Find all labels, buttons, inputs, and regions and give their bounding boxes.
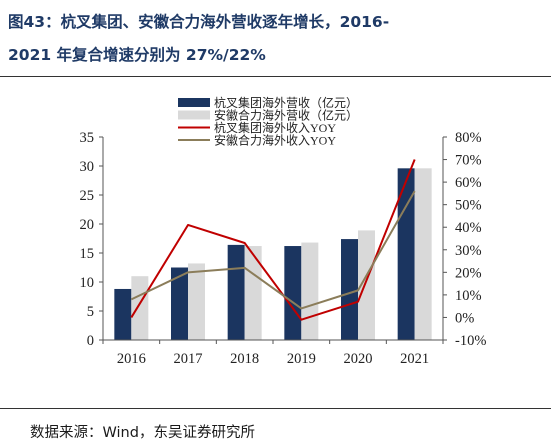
right-tick-label: 30%	[455, 243, 482, 259]
right-tick-label: 10%	[455, 288, 482, 304]
legend-label-1: 杭叉集团海外营收（亿元）	[214, 95, 358, 110]
legend-label-4: 安徽合力海外收入YOY	[214, 133, 336, 148]
right-tick-label: 0%	[455, 310, 474, 326]
right-tick-label: -10%	[455, 333, 486, 349]
bottom-divider	[0, 408, 551, 409]
bar-s1-2019	[284, 246, 302, 340]
legend-label-2: 安徽合力海外营收（亿元）	[214, 108, 358, 123]
line-series-2	[130, 190, 416, 310]
figure-title-line-1: 图43：杭叉集团、安徽合力海外营收逐年增长，2016-	[8, 13, 390, 31]
right-tick-label: 40%	[455, 220, 482, 236]
right-tick-label: 80%	[455, 130, 482, 146]
bar-s2-2017	[188, 263, 205, 340]
source-note: 数据来源：Wind，东吴证券研究所	[30, 425, 255, 441]
bar-s1-2016	[114, 288, 132, 340]
bar-s2-2019	[301, 242, 319, 340]
right-tick-label: 20%	[455, 265, 482, 281]
top-divider	[0, 76, 551, 77]
left-tick-label: 25	[80, 188, 95, 204]
figure-title-line-2: 2021 年复合增速分别为 27%/22%	[8, 46, 266, 64]
bar-s1-2017	[171, 267, 188, 340]
left-tick-label: 35	[80, 130, 95, 146]
x-tick-label: 2018	[230, 351, 259, 367]
bar-s2-2021	[414, 168, 432, 340]
left-tick-label: 0	[87, 333, 94, 349]
bar-s1-2020	[341, 239, 358, 340]
bar-s2-2016	[131, 276, 149, 340]
x-tick-label: 2017	[174, 351, 203, 367]
bar-s1-2021	[397, 168, 415, 340]
left-tick-label: 5	[87, 304, 94, 320]
bars-layer	[114, 168, 432, 340]
legend-swatch-1	[178, 98, 210, 107]
line-series-1	[130, 159, 416, 321]
x-tick-label: 2020	[344, 351, 373, 367]
left-tick-label: 20	[80, 217, 95, 233]
right-tick-label: 70%	[455, 153, 482, 169]
legend: 杭叉集团海外营收（亿元）安徽合力海外营收（亿元）杭叉集团海外收入YOY安徽合力海…	[178, 95, 358, 148]
x-tick-label: 2021	[400, 351, 429, 367]
x-tick-label: 2019	[287, 351, 316, 367]
bar-s2-2018	[244, 246, 262, 340]
bar-s2-2020	[358, 230, 375, 340]
legend-swatch-2	[178, 110, 210, 120]
bar-s1-2018	[227, 244, 245, 340]
right-tick-label: 50%	[455, 198, 482, 214]
left-tick-label: 30	[80, 159, 95, 175]
legend-label-3: 杭叉集团海外收入YOY	[214, 120, 336, 135]
axes-layer: 0 5 10 15 20 25 30 35 -10% 0% 10% 20% 30% 40% 50% 60% 70…	[80, 130, 487, 367]
x-tick-label: 2016	[117, 351, 146, 367]
lines-layer	[130, 159, 416, 321]
right-tick-label: 60%	[455, 175, 482, 191]
figure-title: 图43：杭叉集团、安徽合力海外营收逐年增长，2016- 2021 年复合增速分别…	[8, 6, 544, 72]
left-tick-label: 15	[80, 246, 95, 262]
chart: 0 5 10 15 20 25 30 35 -10% 0% 10% 20% 30% 40% 50% 60% 70…	[80, 95, 487, 367]
left-tick-label: 10	[80, 275, 95, 291]
